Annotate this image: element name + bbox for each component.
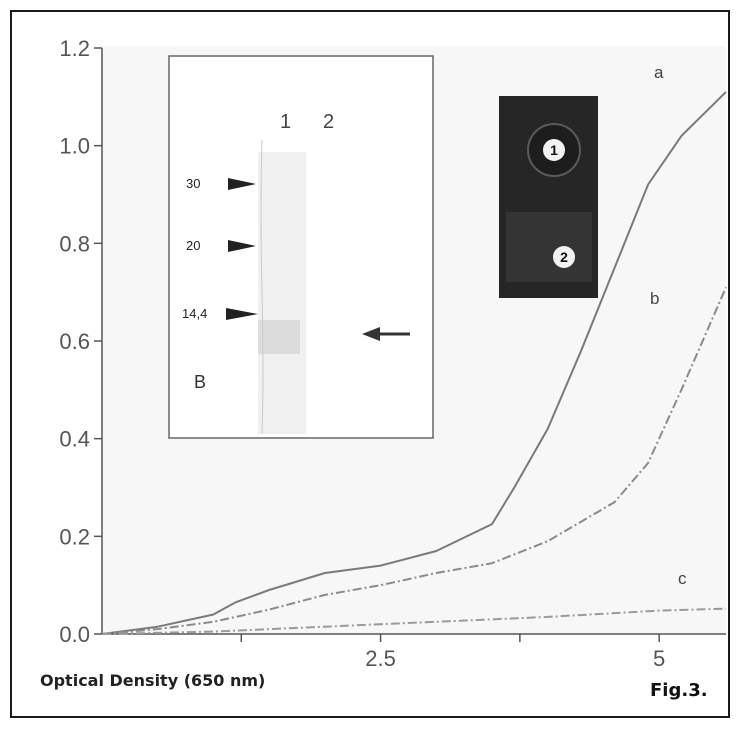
plate-well-label-1: 1 xyxy=(550,142,558,158)
gel-inset: 1 2 30 20 14,4 B xyxy=(168,55,434,439)
marker-arrow-14-4 xyxy=(226,308,258,320)
series-line-a xyxy=(101,91,727,635)
band-pointer-arrow xyxy=(362,327,410,341)
figure-frame: 0.0 0.2 0.4 0.6 0.8 1.0 1.2 2.5 5 a b c 1 2 30 … xyxy=(10,10,730,718)
x-tick-label: 5 xyxy=(653,646,665,671)
x-ticks: 2.5 5 xyxy=(240,634,665,671)
y-tick-label: 1.2 xyxy=(59,36,90,61)
x-axis-title: Optical Density (650 nm) xyxy=(40,671,265,690)
y-tick-label: 0.6 xyxy=(59,329,90,354)
plate-well-label-2: 2 xyxy=(560,249,568,265)
gel-lane-1-edge xyxy=(260,139,264,435)
curve-label-a: a xyxy=(654,63,664,82)
gel-lane-1-band xyxy=(258,320,300,354)
plate-well-1 xyxy=(543,139,565,161)
marker-label-20: 20 xyxy=(186,238,200,253)
plate-inset: 1 2 xyxy=(499,96,598,298)
gel-lane-1 xyxy=(258,152,306,434)
plate-well-2 xyxy=(553,246,575,268)
series-line-c xyxy=(101,607,727,635)
y-tick-label: 0.2 xyxy=(59,524,90,549)
gel-lane-label-2: 2 xyxy=(323,111,334,133)
marker-arrow-20 xyxy=(228,240,256,252)
chart: 0.00.20.40.60.81.01.2 2.5 5 a b c 1 2 30 … xyxy=(40,36,727,701)
marker-label-30: 30 xyxy=(186,176,200,191)
gel-lane-label-1: 1 xyxy=(280,111,291,133)
plate-shading xyxy=(506,212,592,282)
y-ticks: 0.0 0.2 0.4 0.6 0.8 1.0 1.2 xyxy=(59,36,102,647)
gel-panel-letter: B xyxy=(194,372,206,392)
series-line-b xyxy=(101,286,727,635)
x-tick-label: 2.5 xyxy=(365,646,396,671)
curve-label-c: c xyxy=(678,569,687,588)
y-tick-label: 0.4 xyxy=(59,427,90,452)
curve-label-b: b xyxy=(650,289,659,308)
y-tick-label: 0.0 xyxy=(59,622,90,647)
marker-arrow-30 xyxy=(228,178,256,190)
figure-label: Fig.3. xyxy=(650,680,708,701)
marker-label-14-4: 14,4 xyxy=(182,306,207,321)
series-layer xyxy=(101,91,727,635)
y-tick-label: 0.8 xyxy=(59,231,90,256)
y-tick-label: 1.0 xyxy=(59,134,90,159)
